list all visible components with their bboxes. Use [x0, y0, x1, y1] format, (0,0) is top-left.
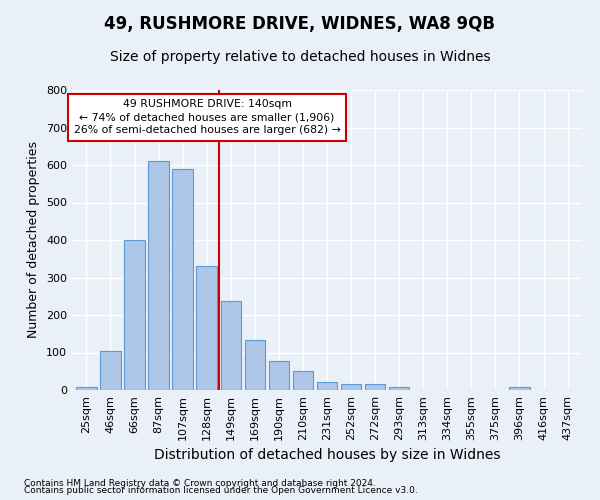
Text: Contains public sector information licensed under the Open Government Licence v3: Contains public sector information licen…	[24, 486, 418, 495]
Bar	[124, 240, 145, 390]
Y-axis label: Number of detached properties: Number of detached properties	[28, 142, 40, 338]
Text: 49, RUSHMORE DRIVE, WIDNES, WA8 9QB: 49, RUSHMORE DRIVE, WIDNES, WA8 9QB	[104, 15, 496, 33]
X-axis label: Distribution of detached houses by size in Widnes: Distribution of detached houses by size …	[154, 448, 500, 462]
Text: Contains HM Land Registry data © Crown copyright and database right 2024.: Contains HM Land Registry data © Crown c…	[24, 478, 376, 488]
Bar	[341, 384, 361, 390]
Bar	[172, 169, 193, 390]
Text: 49 RUSHMORE DRIVE: 140sqm
← 74% of detached houses are smaller (1,906)
26% of se: 49 RUSHMORE DRIVE: 140sqm ← 74% of detac…	[74, 99, 341, 136]
Bar	[221, 301, 241, 390]
Bar	[365, 384, 385, 390]
Text: Size of property relative to detached houses in Widnes: Size of property relative to detached ho…	[110, 50, 490, 64]
Bar	[509, 387, 530, 390]
Bar	[196, 266, 217, 390]
Bar	[293, 371, 313, 390]
Bar	[100, 350, 121, 390]
Bar	[148, 161, 169, 390]
Bar	[245, 340, 265, 390]
Bar	[317, 382, 337, 390]
Bar	[389, 387, 409, 390]
Bar	[269, 361, 289, 390]
Bar	[76, 387, 97, 390]
